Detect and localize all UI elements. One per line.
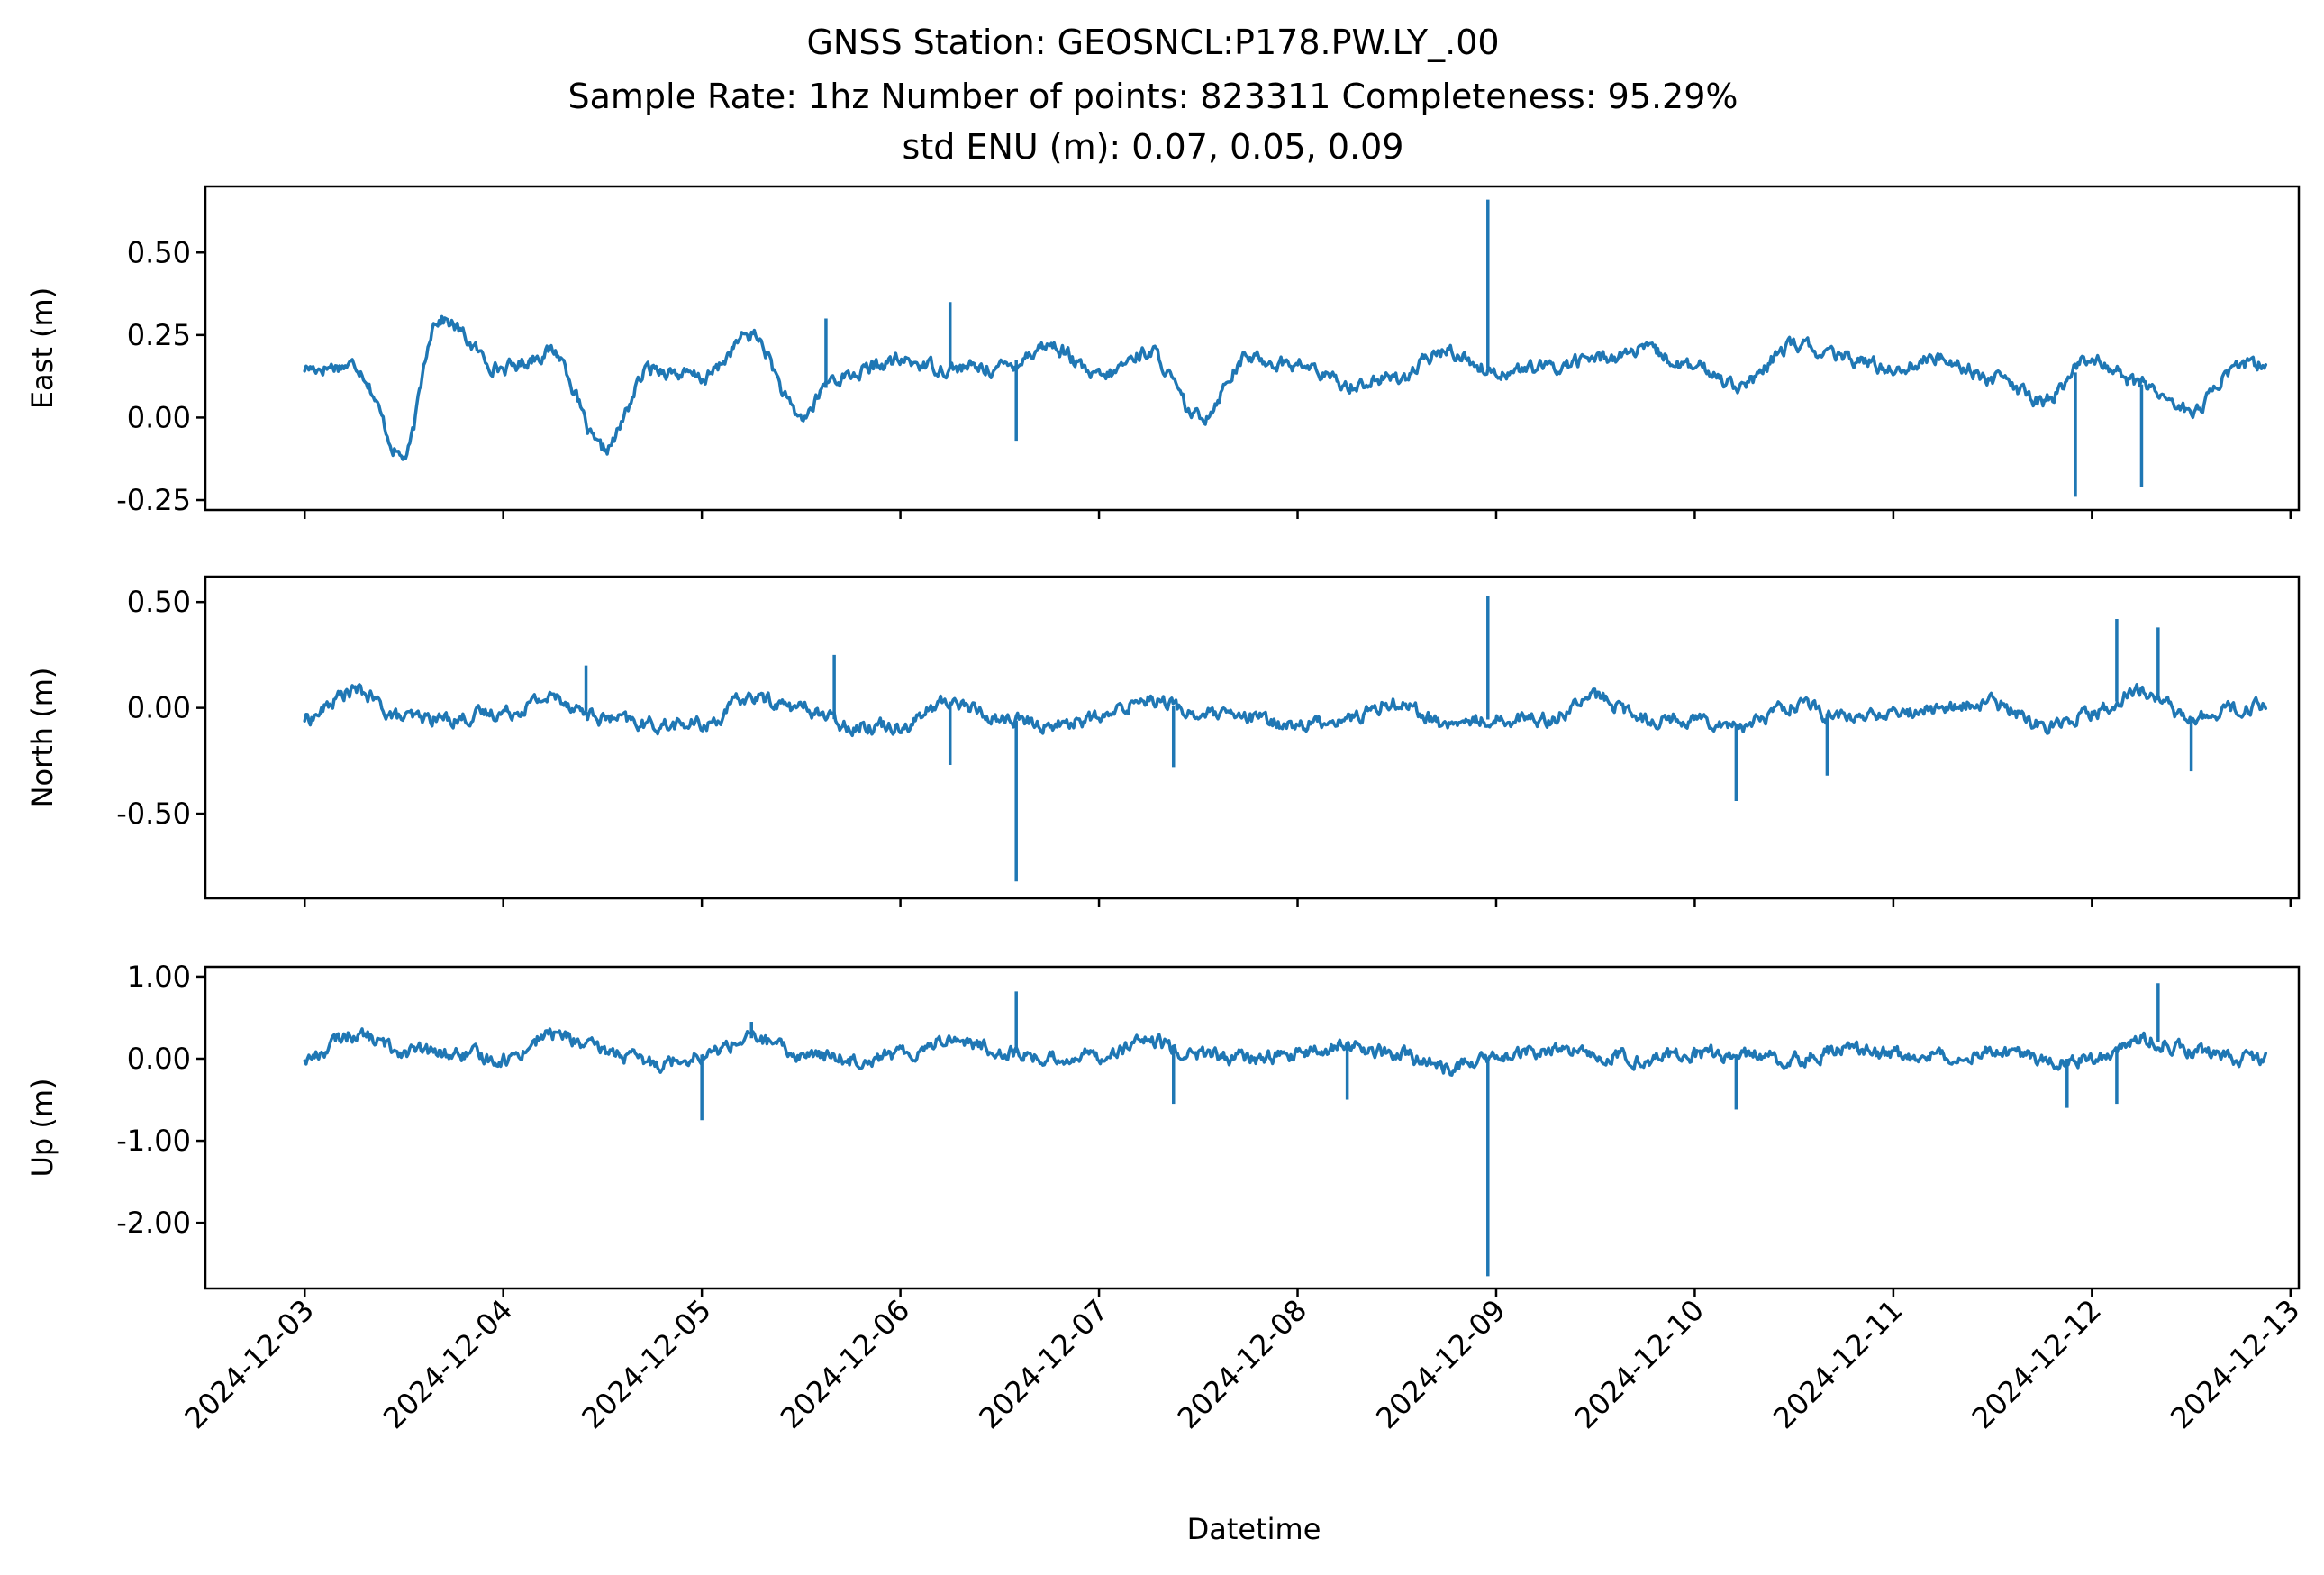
east-ylabel: East (m) [25, 287, 59, 409]
east-panel: 0.50 0.25 0.00 -0.25 East (m) [25, 185, 2301, 519]
east-series-line [303, 314, 2268, 461]
north-series-line [303, 683, 2268, 738]
up-ytick-label-0: 1.00 [127, 960, 191, 994]
up-ytick-label-1: 0.00 [127, 1042, 191, 1076]
east-ytick-label-0: 0.50 [127, 235, 191, 269]
north-ytick-label-0: 0.50 [127, 585, 191, 619]
up-ylabel: Up (m) [25, 1078, 59, 1177]
north-panel: 0.50 0.00 -0.50 North (m) [25, 575, 2301, 907]
east-axes-frame [204, 185, 2301, 512]
north-axes-frame [204, 575, 2301, 900]
x-tick-label-8: 2024-12-11 [1766, 1293, 1909, 1435]
up-axes-frame [204, 965, 2301, 1290]
figure-title: GNSS Station: GEOSNCL:P178.PW.LY_.00 Sam… [568, 23, 1738, 167]
up-ytick-label-3: -2.00 [116, 1206, 191, 1240]
east-ytick-label-1: 0.25 [127, 318, 191, 352]
x-tick-label-5: 2024-12-08 [1171, 1293, 1313, 1435]
east-ytick-label-3: -0.25 [116, 483, 191, 517]
north-ytick-label-1: 0.00 [127, 691, 191, 725]
up-panel: 1.00 0.00 -1.00 -2.00 Up (m) 2024-12-03 2024-1… [25, 960, 2306, 1546]
x-tick-label-10: 2024-12-13 [2164, 1293, 2306, 1435]
title-line-1: GNSS Station: GEOSNCL:P178.PW.LY_.00 [806, 23, 1499, 62]
x-axis-label: Datetime [1187, 1512, 1321, 1546]
x-tick-label-1: 2024-12-04 [377, 1293, 519, 1435]
north-ylabel: North (m) [25, 668, 59, 808]
x-tick-label-0: 2024-12-03 [178, 1293, 321, 1435]
up-series-line [303, 1027, 2268, 1077]
title-line-3: std ENU (m): 0.07, 0.05, 0.09 [903, 127, 1404, 167]
east-ytick-label-2: 0.00 [127, 400, 191, 434]
x-tick-label-6: 2024-12-09 [1369, 1293, 1512, 1435]
x-tick-label-3: 2024-12-06 [774, 1293, 916, 1435]
x-tick-label-9: 2024-12-12 [1965, 1293, 2108, 1435]
north-ytick-label-2: -0.50 [116, 797, 191, 831]
title-line-2: Sample Rate: 1hz Number of points: 82331… [568, 77, 1738, 116]
x-tick-label-4: 2024-12-07 [972, 1293, 1114, 1435]
subplot-panels: 0.50 0.25 0.00 -0.25 East (m) 0.50 0.00 -0.50 No… [25, 185, 2306, 1546]
x-tick-label-7: 2024-12-10 [1568, 1293, 1711, 1435]
up-ytick-label-2: -1.00 [116, 1124, 191, 1158]
x-tick-label-2: 2024-12-05 [575, 1293, 717, 1435]
